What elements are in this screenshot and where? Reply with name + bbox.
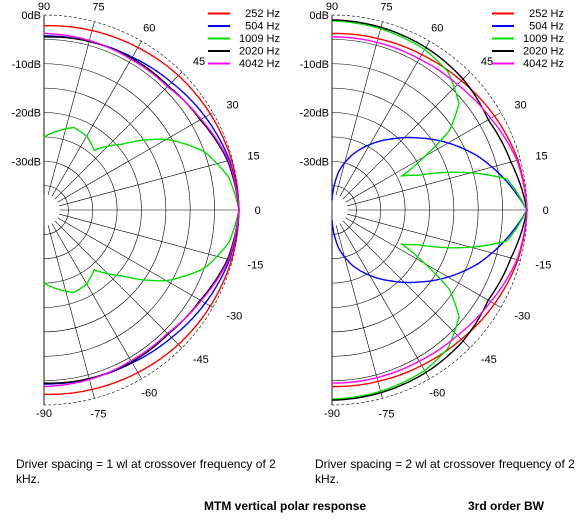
grid-spoke xyxy=(54,220,183,349)
legend-label: 504 Hz xyxy=(245,21,280,33)
angle-label: -30 xyxy=(226,310,242,322)
angle-label: -45 xyxy=(481,354,497,366)
angle-label: 75 xyxy=(92,2,104,14)
grid-spoke xyxy=(339,40,430,197)
angle-label: 30 xyxy=(514,100,526,112)
radial-label: 0dB xyxy=(309,10,329,22)
angle-label: -90 xyxy=(324,408,340,420)
grid-spoke xyxy=(57,112,214,203)
polar-chart-left: 0dB -10dB -20dB -30dB 90 75 60 45 30 15 0 -15 -30 -45… xyxy=(12,1,280,420)
grid-spoke xyxy=(54,71,183,200)
radial-label: 0dB xyxy=(21,10,41,22)
angle-label: 45 xyxy=(481,56,493,68)
grid-spoke xyxy=(339,223,430,380)
angle-label: 60 xyxy=(431,23,443,35)
angle-label: 30 xyxy=(226,100,238,112)
caption-right: Driver spacing = 2 wl at crossover frequ… xyxy=(315,457,575,486)
radial-label: -20dB xyxy=(12,108,41,120)
angle-label: -60 xyxy=(429,387,445,399)
radial-label: -20dB xyxy=(300,108,329,120)
angle-label: 75 xyxy=(380,2,392,14)
angle-label: -15 xyxy=(535,260,551,272)
radial-label: -30dB xyxy=(300,156,329,168)
angle-label: 15 xyxy=(247,150,259,162)
grid-spoke xyxy=(58,159,233,207)
angle-label: -75 xyxy=(379,408,395,420)
grid-spoke xyxy=(47,224,95,399)
grid-spoke xyxy=(47,21,95,196)
angle-label: -90 xyxy=(36,408,52,420)
legend-label: 1009 Hz xyxy=(523,33,564,45)
series-line-4042-hz xyxy=(43,32,240,388)
legend-label: 1009 Hz xyxy=(239,33,280,45)
grid-spoke xyxy=(346,159,521,207)
grid-spoke xyxy=(346,213,521,261)
legend-label: 2020 Hz xyxy=(523,46,564,58)
angle-label: 90 xyxy=(38,1,50,13)
polar-chart-right: 0dB -10dB -20dB -30dB 90 75 60 45 30 15 0 -15 -30 -45… xyxy=(300,1,564,420)
angle-label: -75 xyxy=(91,408,107,420)
legend-label: 4042 Hz xyxy=(239,58,280,70)
grid-spoke xyxy=(58,213,233,261)
legend-label: 252 Hz xyxy=(529,8,564,20)
angle-label: 0 xyxy=(255,205,261,217)
angle-label: -15 xyxy=(247,260,263,272)
angle-label: 45 xyxy=(193,56,205,68)
grid-spoke xyxy=(57,217,214,308)
radial-label: -30dB xyxy=(12,156,41,168)
legend-label: 504 Hz xyxy=(529,21,564,33)
angle-label: -60 xyxy=(141,387,157,399)
radial-label: -10dB xyxy=(12,59,41,71)
angle-label: 60 xyxy=(143,23,155,35)
footer-title: MTM vertical polar response xyxy=(204,499,367,513)
angle-label: 90 xyxy=(326,1,338,13)
grid-spoke xyxy=(335,224,383,399)
footer-subtitle: 3rd order BW xyxy=(468,499,545,513)
grid-spoke xyxy=(335,21,383,196)
grid-spoke xyxy=(51,40,142,197)
angle-label: 0 xyxy=(543,205,549,217)
angle-label: -45 xyxy=(193,354,209,366)
legend-label: 2020 Hz xyxy=(239,46,280,58)
angle-label: 15 xyxy=(535,150,547,162)
grid-spoke xyxy=(342,220,471,349)
grid-spoke xyxy=(342,71,471,200)
radial-label: -10dB xyxy=(300,59,329,71)
angle-label: -30 xyxy=(514,310,530,322)
caption-left: Driver spacing = 1 wl at crossover frequ… xyxy=(16,457,276,486)
series-line-4042-hz xyxy=(332,36,528,384)
legend-label: 252 Hz xyxy=(245,8,280,20)
legend-label: 4042 Hz xyxy=(523,58,564,70)
grid-spoke xyxy=(51,223,142,380)
